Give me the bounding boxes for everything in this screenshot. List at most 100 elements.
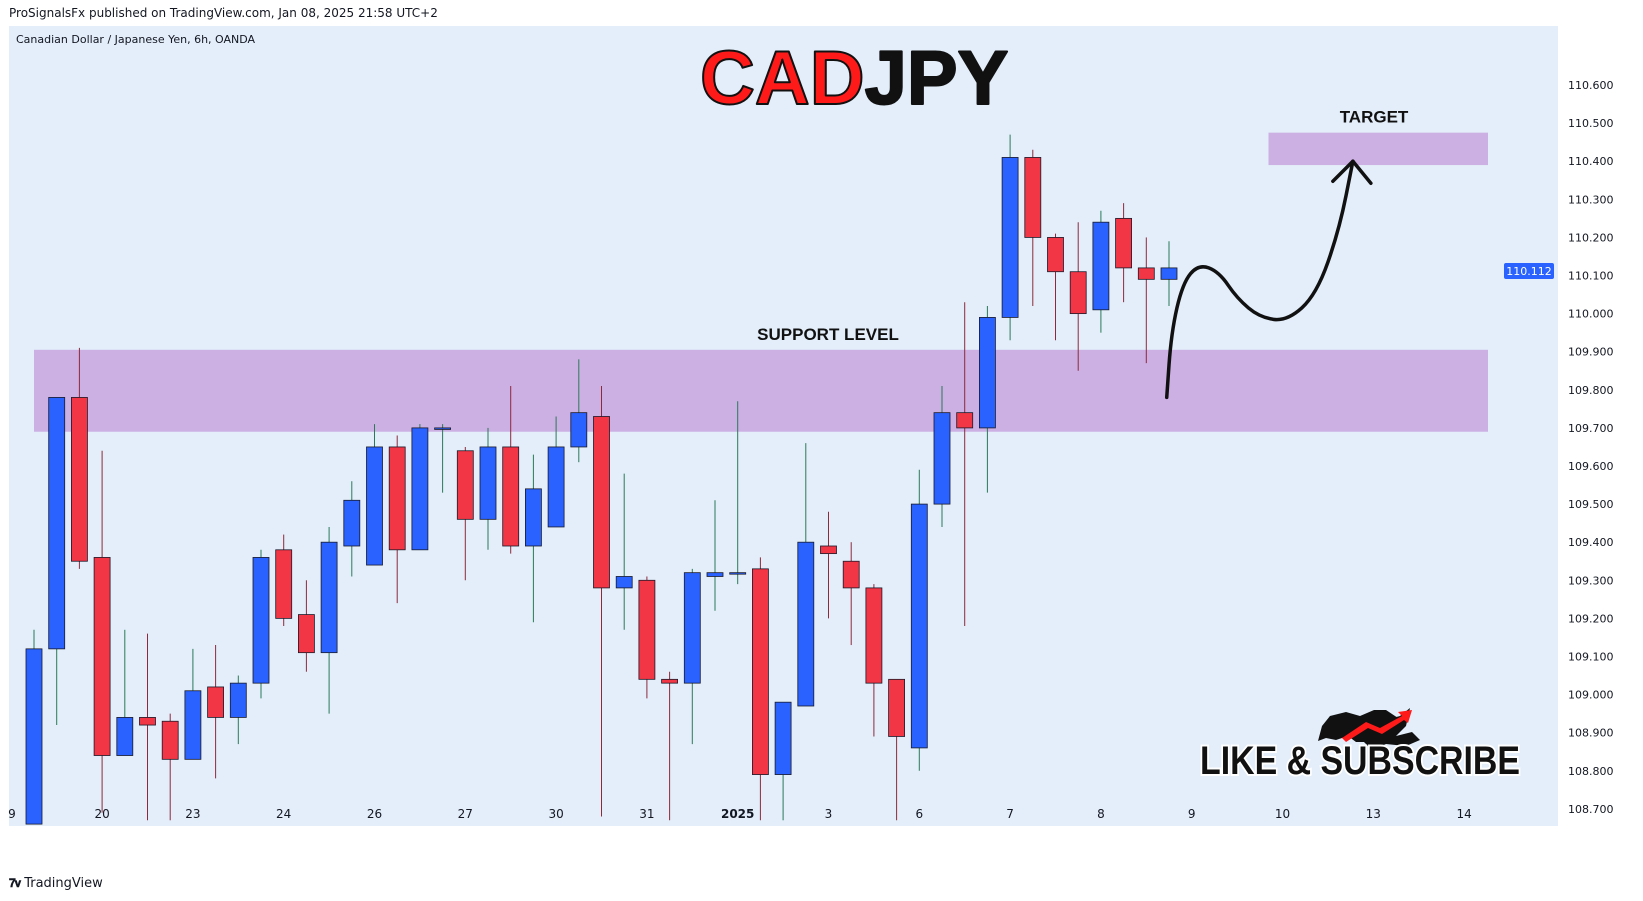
candle-body [547, 446, 565, 528]
candle [252, 549, 270, 699]
price-tick-label: 109.500 [1568, 498, 1614, 511]
candle [615, 473, 633, 630]
candle-body [865, 587, 883, 684]
candle [366, 424, 383, 566]
price-tick-label: 110.400 [1568, 155, 1614, 168]
time-tick-label: 27 [458, 807, 473, 821]
candle [229, 675, 247, 745]
published-header: ProSignalsFx published on TradingView.co… [9, 6, 438, 20]
candle [1137, 237, 1155, 364]
candle [479, 427, 497, 550]
brand-logo: LIKE & SUBSCRIBE [1198, 708, 1522, 785]
price-tick-label: 109.700 [1568, 422, 1614, 435]
time-tick-label: 20 [94, 807, 109, 821]
price-tick-label: 109.100 [1568, 650, 1614, 663]
candle-body [638, 579, 656, 680]
logo-red-arrow [1342, 710, 1412, 742]
time-tick-label: 7 [1006, 807, 1014, 821]
candle-body [411, 427, 429, 551]
candle-body [774, 701, 792, 775]
candle [25, 629, 43, 825]
candle [774, 701, 792, 821]
candle-body [366, 446, 383, 566]
target-zone[interactable] [1268, 132, 1489, 166]
price-tick-label: 108.800 [1568, 765, 1614, 778]
candle-body [888, 678, 905, 737]
price-tick-label: 109.300 [1568, 574, 1614, 587]
price-axis-background [1558, 26, 1643, 826]
price-tick-label: 108.900 [1568, 727, 1614, 740]
price-tick-label: 109.400 [1568, 536, 1614, 549]
candlestick-chart[interactable]: SUPPORT LEVEL TARGET 110.600 110.500 110.40… [0, 26, 1643, 868]
candle [297, 580, 315, 672]
candle-body [297, 614, 315, 654]
candle-body [388, 446, 406, 551]
candle-body [842, 560, 860, 589]
price-axis[interactable]: 110.600 110.500 110.400 110.300 110.200 110.1… [1504, 79, 1614, 816]
candle-body [229, 682, 247, 718]
candle [93, 450, 111, 813]
candle-body [797, 541, 815, 707]
time-tick-label: 14 [1456, 807, 1471, 821]
candle [388, 435, 406, 604]
candle [570, 359, 588, 463]
candle [434, 424, 452, 493]
candle-body [456, 450, 474, 520]
price-tick-label: 108.700 [1568, 803, 1614, 816]
tradingview-footer[interactable]: 𝟕𝐯 TradingView [9, 876, 103, 891]
candle [865, 584, 883, 737]
zones-layer: SUPPORT LEVEL TARGET [34, 108, 1488, 432]
chart-title: CADJPY [700, 36, 1008, 121]
candle-body [479, 446, 497, 520]
bull-bear-logo-icon [1318, 708, 1420, 750]
candle-body [1137, 267, 1155, 280]
candle-body [139, 717, 156, 726]
support-zone[interactable] [34, 349, 1488, 432]
candle [956, 302, 974, 626]
candle [593, 386, 610, 817]
chart-title-cad: CAD [700, 36, 865, 121]
candle [1069, 222, 1087, 371]
price-tick-label: 109.200 [1568, 612, 1614, 625]
candle-body [161, 720, 179, 760]
candle-body [593, 416, 610, 589]
footer-brand: TradingView [24, 876, 103, 891]
time-tick-label: 6 [915, 807, 923, 821]
price-tick-label: 110.300 [1568, 193, 1614, 206]
time-tick-label: 10 [1275, 807, 1290, 821]
candle-body [933, 412, 951, 505]
chart-title-jpy: JPY [865, 36, 1009, 121]
candle-body [1115, 217, 1132, 269]
candle-body [1024, 157, 1042, 238]
candle-body [979, 317, 996, 429]
price-tick-label: 110.100 [1568, 270, 1614, 283]
candle-body [71, 397, 88, 562]
time-tick-label: 13 [1366, 807, 1381, 821]
candle [706, 500, 724, 611]
candle [910, 469, 928, 771]
candle-body [525, 488, 542, 547]
candle-body [1160, 267, 1178, 280]
candle-body [752, 568, 769, 775]
candle-body [661, 678, 678, 684]
candle-body [956, 412, 974, 429]
candle [683, 568, 701, 745]
price-tick-label: 109.000 [1568, 689, 1614, 702]
candle [638, 576, 656, 699]
candle-body [1047, 237, 1064, 273]
time-tick-label: 23 [185, 807, 200, 821]
candle [979, 306, 996, 493]
candle [1092, 210, 1110, 333]
candle [820, 511, 837, 619]
chart-panel[interactable]: SUPPORT LEVEL TARGET 110.600 110.500 110.40… [0, 26, 1643, 868]
candle [1160, 241, 1178, 306]
candle-body [116, 717, 134, 756]
time-tick-label: 3 [825, 807, 833, 821]
support-zone-label: SUPPORT LEVEL [757, 325, 899, 344]
time-tick-label: 2025 [721, 807, 754, 821]
time-axis[interactable]: 9 20 23 24 26 27 30 31 2025 3 6 7 8 9 10 13 14 [8, 807, 1472, 821]
candle-body [570, 412, 588, 448]
candle-body [434, 427, 452, 430]
candle-body [343, 499, 361, 547]
candle [320, 526, 338, 714]
